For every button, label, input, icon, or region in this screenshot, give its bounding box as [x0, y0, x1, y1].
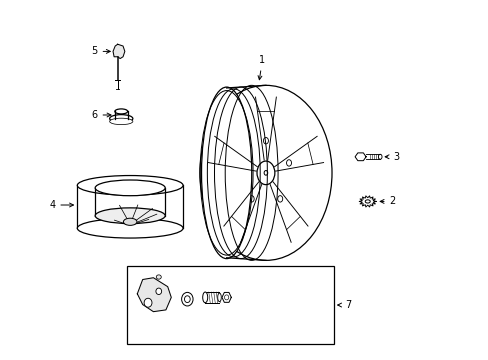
- Text: 1: 1: [258, 55, 265, 80]
- Ellipse shape: [156, 275, 161, 279]
- Ellipse shape: [203, 292, 207, 303]
- Polygon shape: [113, 44, 124, 59]
- Ellipse shape: [95, 180, 165, 196]
- Text: 5: 5: [91, 46, 110, 57]
- Ellipse shape: [109, 114, 133, 122]
- Ellipse shape: [201, 87, 251, 258]
- Ellipse shape: [144, 298, 152, 307]
- Text: 3: 3: [385, 152, 399, 162]
- Ellipse shape: [77, 176, 183, 195]
- Text: 2: 2: [379, 197, 395, 206]
- Ellipse shape: [123, 218, 137, 225]
- Ellipse shape: [115, 109, 127, 114]
- Ellipse shape: [217, 293, 221, 302]
- Ellipse shape: [156, 288, 162, 294]
- Ellipse shape: [77, 219, 183, 238]
- Text: 6: 6: [91, 110, 111, 120]
- Text: 4: 4: [49, 200, 73, 210]
- Text: 7: 7: [337, 300, 350, 310]
- Ellipse shape: [109, 118, 133, 125]
- Polygon shape: [137, 278, 171, 312]
- Ellipse shape: [181, 292, 193, 306]
- Ellipse shape: [95, 208, 165, 224]
- Ellipse shape: [378, 154, 381, 159]
- Bar: [126, 266, 333, 344]
